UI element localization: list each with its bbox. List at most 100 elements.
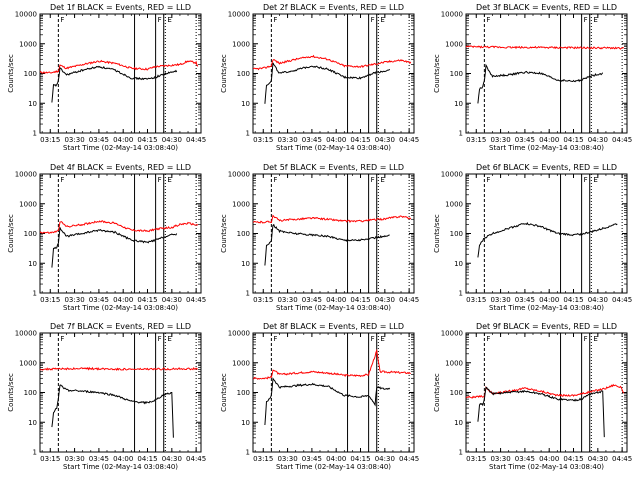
y-tick-label: 1: [459, 130, 463, 138]
y-tick-label: 10000: [441, 171, 463, 179]
x-tick-label: 04:15: [137, 455, 157, 463]
x-tick-label: 04:30: [162, 455, 182, 463]
x-tick-label: 03:45: [302, 136, 322, 144]
x-tick-label: 03:45: [302, 455, 322, 463]
marker-label: F: [371, 16, 375, 24]
marker-label: F: [584, 16, 588, 24]
y-tick-label: 10000: [228, 171, 250, 179]
marker-label: E: [380, 176, 384, 184]
plot-frame: [39, 332, 202, 453]
y-tick-label: 10: [454, 100, 463, 108]
lld-series-line: [39, 366, 199, 371]
marker-label: E: [593, 176, 597, 184]
x-tick-label: 04:30: [375, 136, 395, 144]
marker-label: F: [273, 335, 277, 343]
marker-label: F: [60, 335, 64, 343]
marker-label: F: [158, 16, 162, 24]
x-tick-label: 03:30: [490, 296, 510, 304]
x-tick-label: 03:45: [515, 455, 535, 463]
x-axis-label: Start Time (02-May-14 03:08:40): [276, 144, 391, 152]
y-tick-label: 1: [246, 449, 250, 457]
x-tick-label: 04:30: [375, 455, 395, 463]
x-tick-label: 04:30: [162, 296, 182, 304]
plot-frame: [252, 173, 415, 294]
marker-label: F: [584, 176, 588, 184]
marker-label: F: [371, 335, 375, 343]
x-tick-label: 03:15: [466, 136, 486, 144]
y-axis-label: Counts/sec: [433, 214, 441, 253]
x-tick-label: 04:00: [539, 455, 559, 463]
y-tick-label: 1: [459, 290, 463, 298]
x-axis-label: Start Time (02-May-14 03:08:40): [489, 144, 604, 152]
y-axis-label: Counts/sec: [220, 54, 228, 93]
x-axis-label: Start Time (02-May-14 03:08:40): [63, 463, 178, 471]
x-axis-label: Start Time (02-May-14 03:08:40): [489, 304, 604, 312]
x-tick-label: 04:45: [399, 455, 419, 463]
x-tick-label: 03:45: [89, 136, 109, 144]
events-series-line: [477, 386, 605, 438]
marker-label: E: [380, 16, 384, 24]
y-tick-label: 100: [237, 389, 250, 397]
y-tick-label: 10: [454, 260, 463, 268]
marker-label: E: [167, 335, 171, 343]
events-series-line: [477, 221, 618, 258]
chart-title: Det 2f BLACK = Events, RED = LLD: [263, 3, 404, 12]
x-tick-label: 04:45: [399, 296, 419, 304]
x-tick-label: 04:30: [162, 136, 182, 144]
x-tick-label: 04:30: [588, 296, 608, 304]
panel-1: Det 1f BLACK = Events, RED = LLD 1 10 100 10…: [7, 3, 206, 152]
x-tick-label: 03:15: [40, 296, 60, 304]
marker-label: F: [486, 16, 490, 24]
lld-series-line: [39, 220, 199, 234]
y-tick-label: 10000: [441, 330, 463, 338]
lld-series-line: [252, 214, 412, 224]
chart-title: Det 9f BLACK = Events, RED = LLD: [476, 322, 617, 331]
chart-title: Det 4f BLACK = Events, RED = LLD: [50, 163, 191, 172]
x-axis-label: Start Time (02-May-14 03:08:40): [276, 463, 391, 471]
x-tick-label: 04:15: [350, 136, 370, 144]
y-axis-label: Counts/sec: [220, 373, 228, 412]
lld-series-line: [253, 348, 411, 380]
x-tick-label: 04:00: [113, 136, 133, 144]
events-series-line: [264, 223, 390, 266]
x-tick-label: 04:45: [186, 455, 206, 463]
y-tick-label: 1000: [445, 40, 463, 48]
x-tick-label: 03:45: [89, 296, 109, 304]
marker-label: F: [371, 176, 375, 184]
y-tick-label: 1: [33, 290, 37, 298]
marker-label: F: [273, 16, 277, 24]
marker-label: F: [486, 176, 490, 184]
x-tick-label: 03:15: [253, 455, 273, 463]
y-tick-label: 10: [454, 419, 463, 427]
panel-6: Det 6f BLACK = Events, RED = LLD 1 10 100 10…: [433, 163, 632, 312]
x-tick-label: 04:00: [326, 296, 346, 304]
marker-label: E: [167, 176, 171, 184]
y-axis-label: Counts/sec: [433, 54, 441, 93]
x-tick-label: 04:00: [113, 455, 133, 463]
x-tick-label: 03:15: [466, 455, 486, 463]
y-tick-label: 1000: [232, 200, 250, 208]
x-tick-label: 03:30: [490, 455, 510, 463]
y-tick-label: 10: [28, 419, 37, 427]
chart-title: Det 1f BLACK = Events, RED = LLD: [50, 3, 191, 12]
marker-label: F: [158, 176, 162, 184]
y-tick-label: 1000: [232, 359, 250, 367]
chart-title: Det 8f BLACK = Events, RED = LLD: [263, 322, 404, 331]
y-tick-label: 100: [24, 70, 37, 78]
y-tick-label: 10: [28, 260, 37, 268]
panel-2: Det 2f BLACK = Events, RED = LLD 1 10 100 10…: [220, 3, 419, 152]
x-tick-label: 04:00: [113, 296, 133, 304]
y-tick-label: 1: [246, 130, 250, 138]
x-tick-label: 04:15: [137, 296, 157, 304]
marker-label: E: [593, 335, 597, 343]
panel-7: Det 7f BLACK = Events, RED = LLD 1 10 100 10…: [7, 322, 206, 471]
y-tick-label: 1: [33, 449, 37, 457]
marker-label: F: [60, 176, 64, 184]
events-series-line: [51, 384, 174, 438]
marker-label: F: [273, 176, 277, 184]
events-series-line: [264, 377, 391, 426]
marker-label: F: [60, 16, 64, 24]
events-series-line: [51, 227, 178, 268]
marker-label: F: [486, 335, 490, 343]
